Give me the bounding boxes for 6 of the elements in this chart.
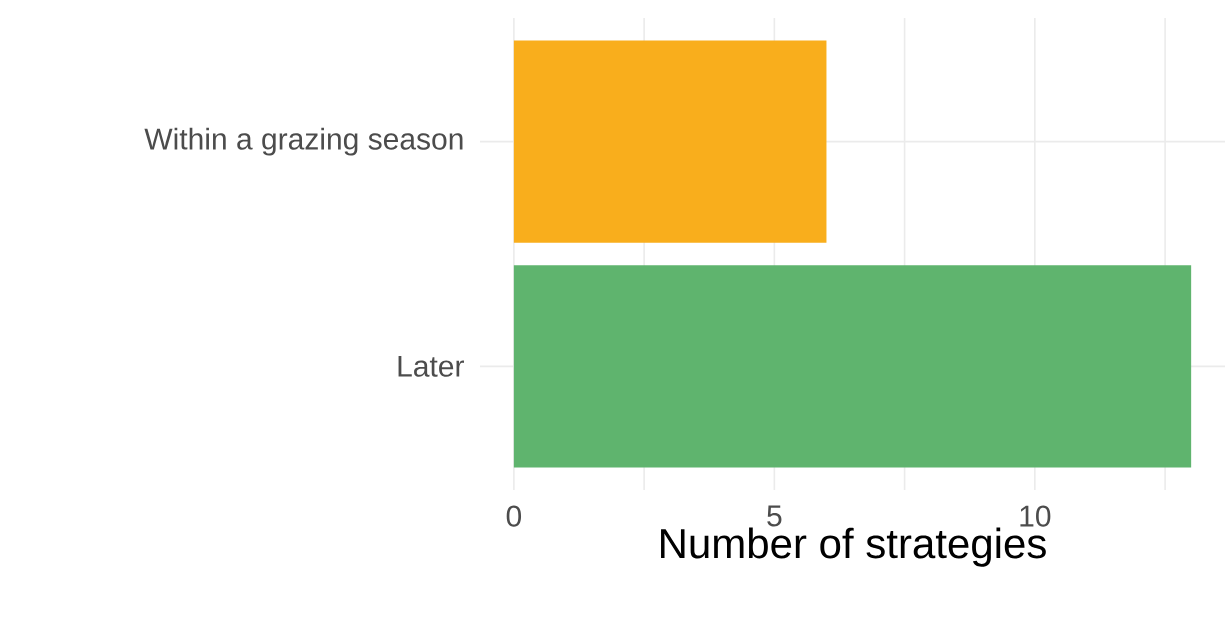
y-tick-label: Later bbox=[398, 355, 464, 377]
x-tick-label: 10 bbox=[1020, 505, 1051, 527]
x-tick-label: 5 bbox=[767, 505, 782, 527]
y-tick-label: Within a grazing season bbox=[144, 127, 463, 156]
x-axis-title: Number of strategies bbox=[661, 527, 1046, 567]
x-tick-label: 0 bbox=[506, 505, 522, 527]
